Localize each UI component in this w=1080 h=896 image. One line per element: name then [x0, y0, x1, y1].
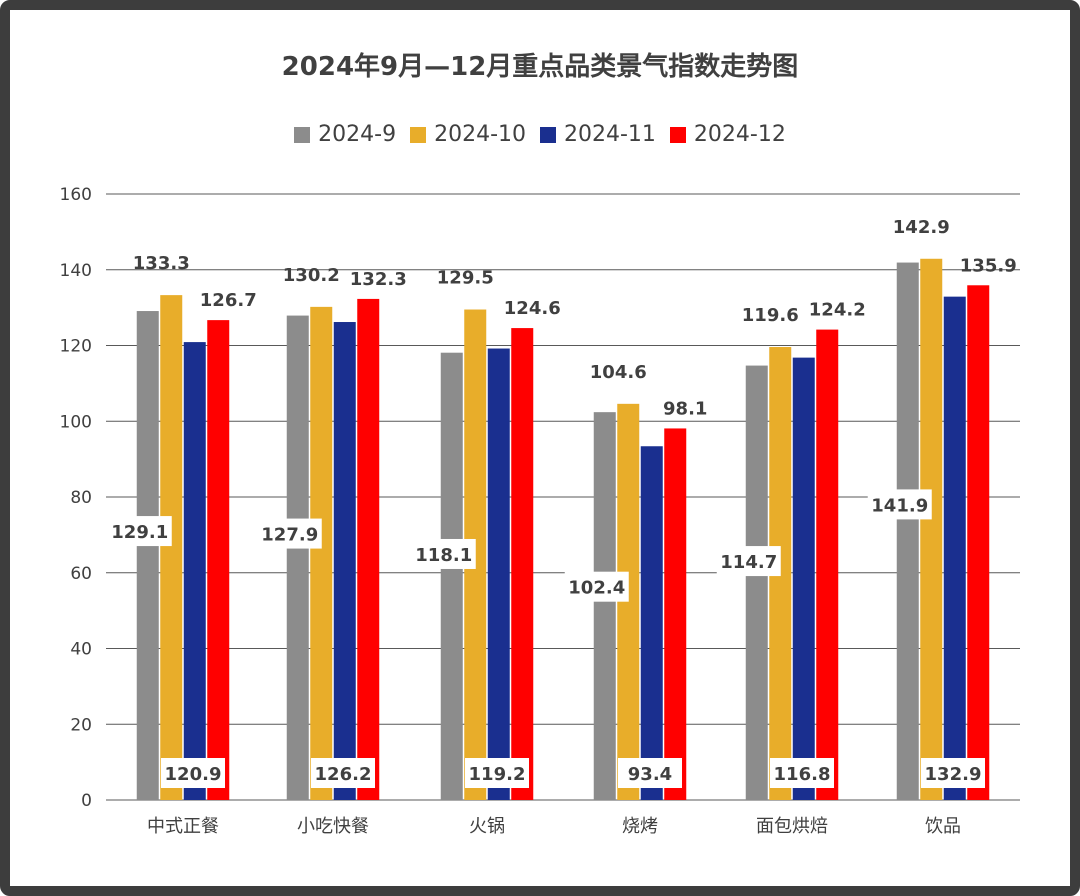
data-label: 119.6	[742, 305, 799, 326]
bar	[617, 403, 640, 800]
x-tick-label: 烧烤	[622, 816, 658, 837]
data-label: 119.2	[469, 764, 526, 785]
y-tick-label: 60	[70, 564, 92, 584]
bar	[286, 315, 309, 800]
bar	[943, 296, 966, 800]
bar	[310, 306, 333, 800]
x-tick-label: 面包烘焙	[756, 816, 828, 837]
data-label: 126.2	[315, 764, 372, 785]
data-label-box	[716, 546, 781, 577]
y-tick-label: 40	[70, 640, 92, 660]
x-tick-label: 中式正餐	[147, 816, 219, 837]
y-tick-label: 0	[81, 791, 92, 811]
data-label-box	[465, 758, 529, 788]
legend-swatch-nov	[540, 126, 556, 143]
y-tick-label: 20	[70, 715, 92, 735]
bar	[896, 262, 919, 801]
bar	[664, 428, 687, 800]
chart-title: 2024年9月—12月重点品类景气指数走势图	[281, 52, 799, 82]
data-label: 133.3	[133, 253, 190, 274]
bar	[816, 329, 839, 800]
data-label: 129.5	[437, 268, 494, 289]
bar	[207, 320, 230, 800]
data-label: 124.6	[504, 298, 561, 319]
data-label-box	[921, 758, 985, 788]
bar	[487, 348, 510, 800]
data-label-box	[311, 758, 375, 788]
y-tick-label: 100	[60, 412, 92, 432]
bar	[183, 342, 206, 800]
data-label-box	[411, 538, 476, 569]
y-tick-label: 80	[70, 488, 92, 508]
legend-item-oct: 2024-10	[410, 122, 526, 147]
data-label: 120.9	[165, 764, 222, 785]
bar	[792, 357, 815, 800]
data-label-box	[564, 571, 629, 602]
data-label: 132.9	[925, 764, 982, 785]
data-label-box	[867, 489, 932, 520]
data-label: 126.7	[200, 290, 257, 311]
x-tick-label: 饮品	[925, 816, 961, 837]
data-label: 93.4	[628, 764, 672, 785]
bar	[745, 365, 768, 800]
y-tick-label: 120	[60, 337, 92, 357]
bar	[136, 311, 159, 800]
data-label: 116.8	[774, 764, 831, 785]
legend-item-sep: 2024-9	[294, 122, 396, 147]
legend-label-sep: 2024-9	[318, 122, 397, 147]
y-tick-label: 160	[60, 185, 92, 205]
data-label: 118.1	[415, 545, 472, 566]
data-label: 129.1	[111, 522, 168, 543]
data-label-box	[161, 758, 225, 788]
data-label: 114.7	[720, 552, 777, 573]
bar	[920, 258, 943, 800]
bar	[593, 412, 616, 800]
data-label: 127.9	[261, 525, 318, 546]
legend-swatch-oct	[410, 126, 427, 143]
legend-label-dec: 2024-12	[693, 122, 786, 147]
legend-swatch-dec	[669, 126, 686, 143]
data-label: 102.4	[568, 578, 625, 599]
data-label-box	[770, 758, 834, 788]
data-label: 141.9	[871, 495, 928, 516]
data-label: 130.2	[283, 265, 340, 286]
x-tick-label: 小吃快餐	[297, 816, 369, 837]
bar	[640, 446, 663, 800]
legend-label-oct: 2024-10	[434, 122, 526, 147]
legend-swatch-sep	[294, 126, 311, 143]
data-label: 98.1	[663, 398, 707, 419]
chart-legend: 2024-9 2024-10 2024-11 2024-12	[0, 122, 1080, 147]
bar	[967, 285, 990, 800]
data-label-box	[257, 518, 322, 549]
x-tick-label: 火锅	[469, 816, 505, 837]
data-label-box	[618, 758, 682, 788]
legend-label-nov: 2024-11	[564, 122, 656, 147]
bar	[160, 295, 183, 800]
data-label: 132.3	[350, 269, 407, 290]
bar	[333, 322, 356, 800]
bar	[440, 352, 463, 800]
y-tick-label: 140	[60, 261, 92, 281]
legend-item-nov: 2024-11	[540, 122, 656, 147]
data-label-box	[107, 516, 172, 547]
legend-item-dec: 2024-12	[669, 122, 786, 147]
bar	[357, 298, 380, 800]
data-label: 124.2	[809, 300, 866, 321]
data-label: 104.6	[590, 362, 647, 383]
bar	[511, 328, 534, 800]
data-label: 135.9	[960, 255, 1017, 276]
data-label: 142.9	[893, 217, 950, 238]
